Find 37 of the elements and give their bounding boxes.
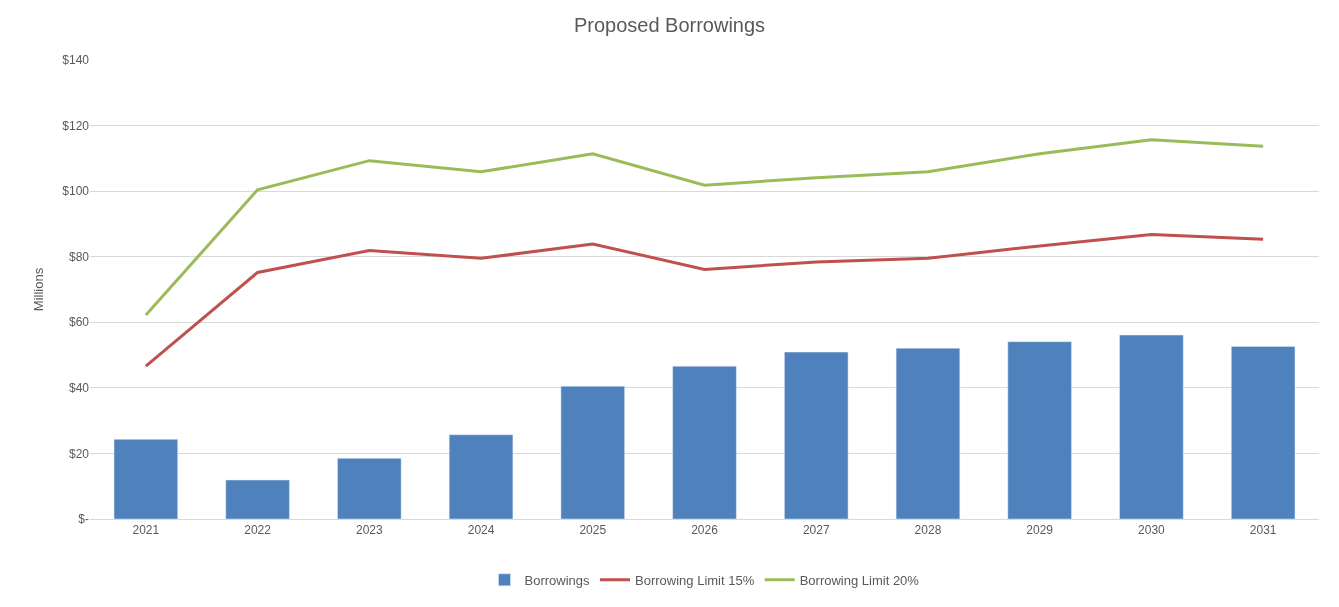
y-tick-label: $20 — [68, 446, 90, 461]
x-tick-label: 2025 — [579, 523, 607, 538]
x-tick-label: 2027 — [802, 523, 830, 538]
chart-title: Proposed Borrowings — [573, 14, 766, 37]
line-series — [144, 138, 1265, 317]
x-tick-label: 2029 — [1026, 523, 1054, 538]
bar — [225, 479, 290, 519]
y-tick-label: $100 — [62, 184, 90, 199]
line-series — [144, 232, 1265, 368]
bar — [1231, 346, 1296, 519]
x-tick-label: 2022 — [244, 523, 272, 538]
bar — [560, 385, 625, 519]
bar — [448, 434, 514, 519]
bar — [672, 365, 737, 519]
bar — [113, 439, 178, 519]
bar — [784, 351, 849, 519]
legend-label: Borrowings — [524, 572, 591, 588]
x-tick-label: 2031 — [1249, 523, 1277, 538]
y-tick-label: $120 — [62, 118, 90, 133]
x-tick-label: 2021 — [132, 523, 160, 538]
y-tick-label: $- — [78, 512, 89, 527]
y-tick-label: $140 — [62, 53, 90, 68]
bar — [1007, 341, 1072, 519]
y-tick-label: $40 — [68, 381, 90, 396]
x-tick-label: 2030 — [1138, 523, 1166, 538]
x-tick-label: 2023 — [355, 523, 383, 538]
y-axis-title: Millions — [31, 267, 47, 312]
y-tick-label: $80 — [68, 249, 90, 264]
legend-label: Borrowing Limit 20% — [799, 572, 920, 588]
bar — [337, 458, 402, 519]
x-tick-label: 2024 — [467, 523, 495, 538]
legend-label: Borrowing Limit 15% — [635, 572, 755, 588]
y-tick-label: $60 — [68, 315, 90, 330]
x-tick-label: 2026 — [691, 523, 719, 538]
x-tick-label: 2028 — [914, 523, 942, 538]
bar — [895, 347, 961, 519]
bar — [1119, 334, 1184, 519]
